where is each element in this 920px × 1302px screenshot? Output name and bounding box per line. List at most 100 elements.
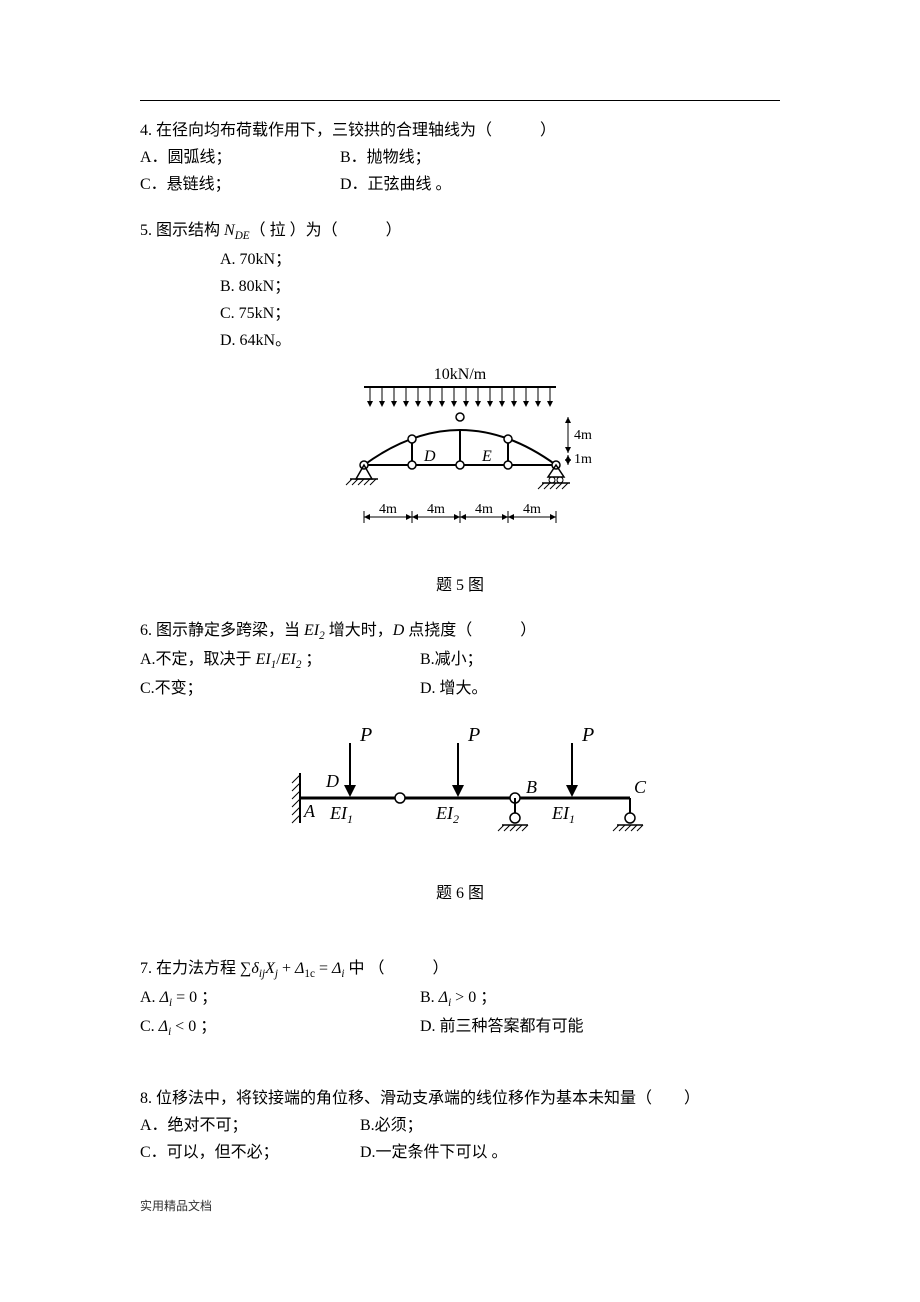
q7-x: X — [265, 960, 275, 977]
q7-a-rel: = 0 ； — [172, 989, 217, 1006]
q6-p1: P — [359, 724, 372, 746]
q5-span-2: 4m — [427, 502, 445, 517]
q5-load-label: 10kN/m — [434, 366, 487, 383]
question-7: 7. 在力法方程 ∑δijXj + Δ1c = Δi 中 （ ） A. Δi =… — [140, 955, 780, 1043]
q5-span-dims: 4m 4m 4m 4m — [364, 502, 556, 523]
q6-ei1-1: EI1 — [329, 803, 353, 826]
q5-options: A. 70kN； B. 80kN； C. 75kN； D. 64kN。 — [140, 246, 780, 355]
q4-stem: 4. 在径向均布荷载作用下，三铰拱的合理轴线为（ ） — [140, 117, 780, 144]
q6-opt-b: B.减小； — [420, 646, 700, 675]
q6-label-d: D — [325, 771, 339, 791]
q8-options: A．绝对不可； B.必须； C．可以，但不必； D.一定条件下可以 。 — [140, 1112, 780, 1166]
q6-ei2: EI2 — [435, 803, 459, 826]
q6-a-pre: A.不定，取决于 — [140, 651, 256, 668]
q6-caption: 题 6 图 — [140, 880, 780, 907]
q6-a-ei2: EI — [281, 651, 296, 668]
q6-a-ei1: EI — [256, 651, 271, 668]
q6-figure-svg: P P P A D B C EI1 EI2 EI1 — [260, 713, 660, 863]
q4-options: A．圆弧线； B．抛物线； C．悬链线； D．正弦曲线 。 — [140, 144, 780, 198]
q5-right-support — [538, 465, 570, 489]
q7-b-pre: B. — [420, 989, 439, 1006]
q5-height-dims: 4m 1m — [565, 417, 592, 467]
q5-left-support — [346, 465, 378, 485]
q5-var-sub: DE — [235, 230, 250, 242]
q5-stem: 5. 图示结构 NDE（ 拉 ）为（ ） — [140, 217, 780, 246]
q6-a-post: ； — [301, 651, 321, 668]
q7-opt-d: D. 前三种答案都有可能 — [420, 1013, 700, 1042]
q8-opt-a: A．绝对不可； — [140, 1112, 360, 1139]
q5-figure-svg: 10kN/m — [310, 365, 610, 555]
q7-b-var: Δ — [439, 989, 448, 1006]
q7-a-pre: A. — [140, 989, 160, 1006]
q6-ei2: EI — [304, 622, 319, 639]
q7-stem: 7. 在力法方程 ∑δijXj + Δ1c = Δi 中 （ ） — [140, 955, 780, 984]
question-6: 6. 图示静定多跨梁，当 EI2 增大时，D 点挠度（ ） A.不定，取决于 E… — [140, 617, 780, 907]
q8-stem: 8. 位移法中，将铰接端的角位移、滑动支承端的线位移作为基本未知量（ ） — [140, 1085, 780, 1112]
q8-opt-b: B.必须； — [360, 1112, 580, 1139]
q7-opt-b: B. Δi > 0 ； — [420, 984, 700, 1013]
q5-var: N — [224, 222, 235, 239]
q7-b-rel: > 0 ； — [451, 989, 496, 1006]
q7-stem-post: 中 （ ） — [344, 960, 448, 977]
q7-Di: Δ — [332, 960, 341, 977]
q6-figure: P P P A D B C EI1 EI2 EI1 — [140, 713, 780, 872]
q6-opt-a: A.不定，取决于 EI1/EI2 ； — [140, 646, 420, 675]
q7-sum: ∑ — [240, 960, 251, 977]
question-5: 5. 图示结构 NDE（ 拉 ）为（ ） A. 70kN； B. 80kN； C… — [140, 217, 780, 599]
question-4: 4. 在径向均布荷载作用下，三铰拱的合理轴线为（ ） A．圆弧线； B．抛物线；… — [140, 117, 780, 199]
q7-1c: 1c — [304, 968, 315, 980]
q5-span-3: 4m — [475, 502, 493, 517]
q7-stem-pre: 7. 在力法方程 — [140, 960, 240, 977]
q5-span-1: 4m — [379, 502, 397, 517]
q7-plus: + — [278, 960, 295, 977]
q6-forces — [344, 743, 578, 797]
q6-p2: P — [467, 724, 480, 746]
q8-opt-c: C．可以，但不必； — [140, 1139, 360, 1166]
q7-opt-a: A. Δi = 0 ； — [140, 984, 420, 1013]
q5-label-d: D — [423, 448, 436, 465]
page: 4. 在径向均布荷载作用下，三铰拱的合理轴线为（ ） A．圆弧线； B．抛物线；… — [0, 0, 920, 1244]
q5-stem-pre: 5. 图示结构 — [140, 222, 224, 239]
q6-stem: 6. 图示静定多跨梁，当 EI2 增大时，D 点挠度（ ） — [140, 617, 780, 646]
q6-support-c — [613, 798, 643, 831]
q5-figure: 10kN/m — [140, 365, 780, 564]
q5-label-e: E — [481, 448, 492, 465]
header-rule — [140, 100, 780, 101]
q7-Delta1: Δ — [295, 960, 304, 977]
q6-pt: D — [393, 622, 405, 639]
q7-delta: δ — [251, 960, 258, 977]
q6-p3: P — [581, 724, 594, 746]
q4-opt-c: C．悬链线； — [140, 171, 340, 198]
q8-opt-d: D.一定条件下可以 。 — [360, 1139, 580, 1166]
q6-options: A.不定，取决于 EI1/EI2 ； B.减小； C.不变； D. 增大。 — [140, 646, 780, 702]
q6-label-a: A — [303, 801, 316, 821]
q6-opt-d: D. 增大。 — [420, 675, 700, 702]
q5-h-4m: 4m — [574, 428, 592, 443]
q7-c-pre: C. — [140, 1018, 159, 1035]
q5-opt-b: B. 80kN； — [220, 273, 780, 300]
q7-opt-c: C. Δi < 0 ； — [140, 1013, 420, 1042]
q4-opt-d: D．正弦曲线 。 — [340, 171, 540, 198]
q5-opt-c: C. 75kN； — [220, 300, 780, 327]
q4-opt-a: A．圆弧线； — [140, 144, 340, 171]
q7-eq: = — [315, 960, 332, 977]
q7-options: A. Δi = 0 ； B. Δi > 0 ； C. Δi < 0 ； D. 前… — [140, 984, 780, 1042]
q5-opt-d: D. 64kN。 — [220, 327, 780, 354]
q7-c-rel: < 0 ； — [171, 1018, 216, 1035]
q6-opt-c: C.不变； — [140, 675, 420, 702]
q6-stem-pre: 6. 图示静定多跨梁，当 — [140, 622, 304, 639]
q6-ei1-2: EI1 — [551, 803, 575, 826]
q6-fixed-support — [292, 773, 300, 823]
q7-c-var: Δ — [159, 1018, 168, 1035]
q5-span-4: 4m — [523, 502, 541, 517]
q4-opt-b: B．抛物线； — [340, 144, 540, 171]
question-8: 8. 位移法中，将铰接端的角位移、滑动支承端的线位移作为基本未知量（ ） A．绝… — [140, 1085, 780, 1167]
q5-caption: 题 5 图 — [140, 572, 780, 599]
q7-a-var: Δ — [160, 989, 169, 1006]
q6-stem-mid: 增大时， — [325, 622, 393, 639]
q5-load-arrows — [367, 387, 553, 407]
q6-label-b: B — [526, 777, 537, 797]
q5-stem-post: （ 拉 ）为（ ） — [250, 222, 402, 239]
q5-opt-a: A. 70kN； — [220, 246, 780, 273]
q6-label-c: C — [634, 777, 647, 797]
